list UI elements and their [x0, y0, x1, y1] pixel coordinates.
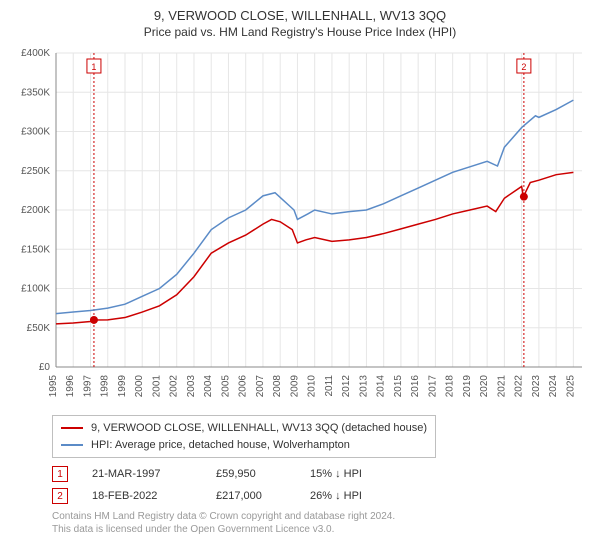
legend-label: 9, VERWOOD CLOSE, WILLENHALL, WV13 3QQ (…: [91, 420, 427, 437]
svg-text:2002: 2002: [169, 375, 180, 398]
legend-swatch: [61, 444, 83, 446]
marker-pct: 26% ↓ HPI: [310, 490, 400, 502]
svg-text:£0: £0: [39, 362, 51, 373]
svg-text:2011: 2011: [324, 375, 335, 397]
svg-text:2013: 2013: [358, 375, 369, 398]
svg-text:2009: 2009: [289, 375, 300, 398]
svg-text:2012: 2012: [341, 375, 352, 398]
marker-row: 2 18-FEB-2022 £217,000 26% ↓ HPI: [52, 488, 588, 504]
legend: 9, VERWOOD CLOSE, WILLENHALL, WV13 3QQ (…: [52, 415, 436, 458]
svg-text:1995: 1995: [48, 375, 59, 398]
marker-badge: 2: [52, 488, 68, 504]
svg-text:£200K: £200K: [21, 205, 50, 216]
svg-text:£350K: £350K: [21, 87, 50, 98]
svg-text:2010: 2010: [307, 375, 318, 398]
svg-text:2000: 2000: [134, 375, 145, 398]
svg-text:2004: 2004: [203, 375, 214, 398]
svg-text:£300K: £300K: [21, 127, 50, 138]
marker-price: £59,950: [216, 468, 286, 480]
attribution-line: Contains HM Land Registry data © Crown c…: [52, 510, 588, 523]
svg-text:2005: 2005: [220, 375, 231, 398]
svg-text:2018: 2018: [445, 375, 456, 398]
legend-label: HPI: Average price, detached house, Wolv…: [91, 437, 350, 454]
svg-text:2017: 2017: [427, 375, 438, 398]
svg-text:1996: 1996: [65, 375, 76, 398]
svg-text:2021: 2021: [496, 375, 507, 398]
svg-text:2025: 2025: [565, 375, 576, 398]
marker-row: 1 21-MAR-1997 £59,950 15% ↓ HPI: [52, 466, 588, 482]
svg-text:1999: 1999: [117, 375, 128, 398]
svg-text:2022: 2022: [514, 375, 525, 398]
svg-text:£400K: £400K: [21, 48, 50, 59]
chart-area: £0 £50K £100K £150K £200K £250K £300K £350K £400…: [12, 47, 588, 407]
marker-table: 1 21-MAR-1997 £59,950 15% ↓ HPI 2 18-FEB…: [52, 466, 588, 504]
svg-text:2020: 2020: [479, 375, 490, 398]
attribution-line: This data is licensed under the Open Gov…: [52, 523, 588, 536]
svg-text:1997: 1997: [82, 375, 93, 398]
marker-date: 21-MAR-1997: [92, 468, 192, 480]
svg-text:2016: 2016: [410, 375, 421, 398]
svg-text:2008: 2008: [272, 375, 283, 398]
svg-text:2001: 2001: [151, 375, 162, 398]
chart-subtitle: Price paid vs. HM Land Registry's House …: [12, 25, 588, 39]
svg-text:£50K: £50K: [27, 323, 51, 334]
svg-text:2023: 2023: [531, 375, 542, 398]
svg-text:£150K: £150K: [21, 244, 50, 255]
svg-text:2015: 2015: [393, 375, 404, 398]
line-chart-svg: £0 £50K £100K £150K £200K £250K £300K £350K £400…: [12, 47, 588, 407]
svg-text:2014: 2014: [376, 375, 387, 398]
marker-price: £217,000: [216, 490, 286, 502]
svg-text:£100K: £100K: [21, 284, 50, 295]
svg-text:2019: 2019: [462, 375, 473, 398]
svg-text:2003: 2003: [186, 375, 197, 398]
legend-item: HPI: Average price, detached house, Wolv…: [61, 437, 427, 454]
attribution: Contains HM Land Registry data © Crown c…: [52, 510, 588, 536]
chart-title: 9, VERWOOD CLOSE, WILLENHALL, WV13 3QQ: [12, 8, 588, 23]
svg-text:£250K: £250K: [21, 166, 50, 177]
marker-badge: 1: [52, 466, 68, 482]
svg-text:2: 2: [521, 62, 526, 72]
marker-pct: 15% ↓ HPI: [310, 468, 400, 480]
svg-text:1: 1: [91, 62, 96, 72]
legend-swatch: [61, 427, 83, 429]
svg-text:2006: 2006: [238, 375, 249, 398]
svg-text:1998: 1998: [100, 375, 111, 398]
svg-text:2007: 2007: [255, 375, 266, 398]
marker-date: 18-FEB-2022: [92, 490, 192, 502]
legend-item: 9, VERWOOD CLOSE, WILLENHALL, WV13 3QQ (…: [61, 420, 427, 437]
svg-text:2024: 2024: [548, 375, 559, 398]
